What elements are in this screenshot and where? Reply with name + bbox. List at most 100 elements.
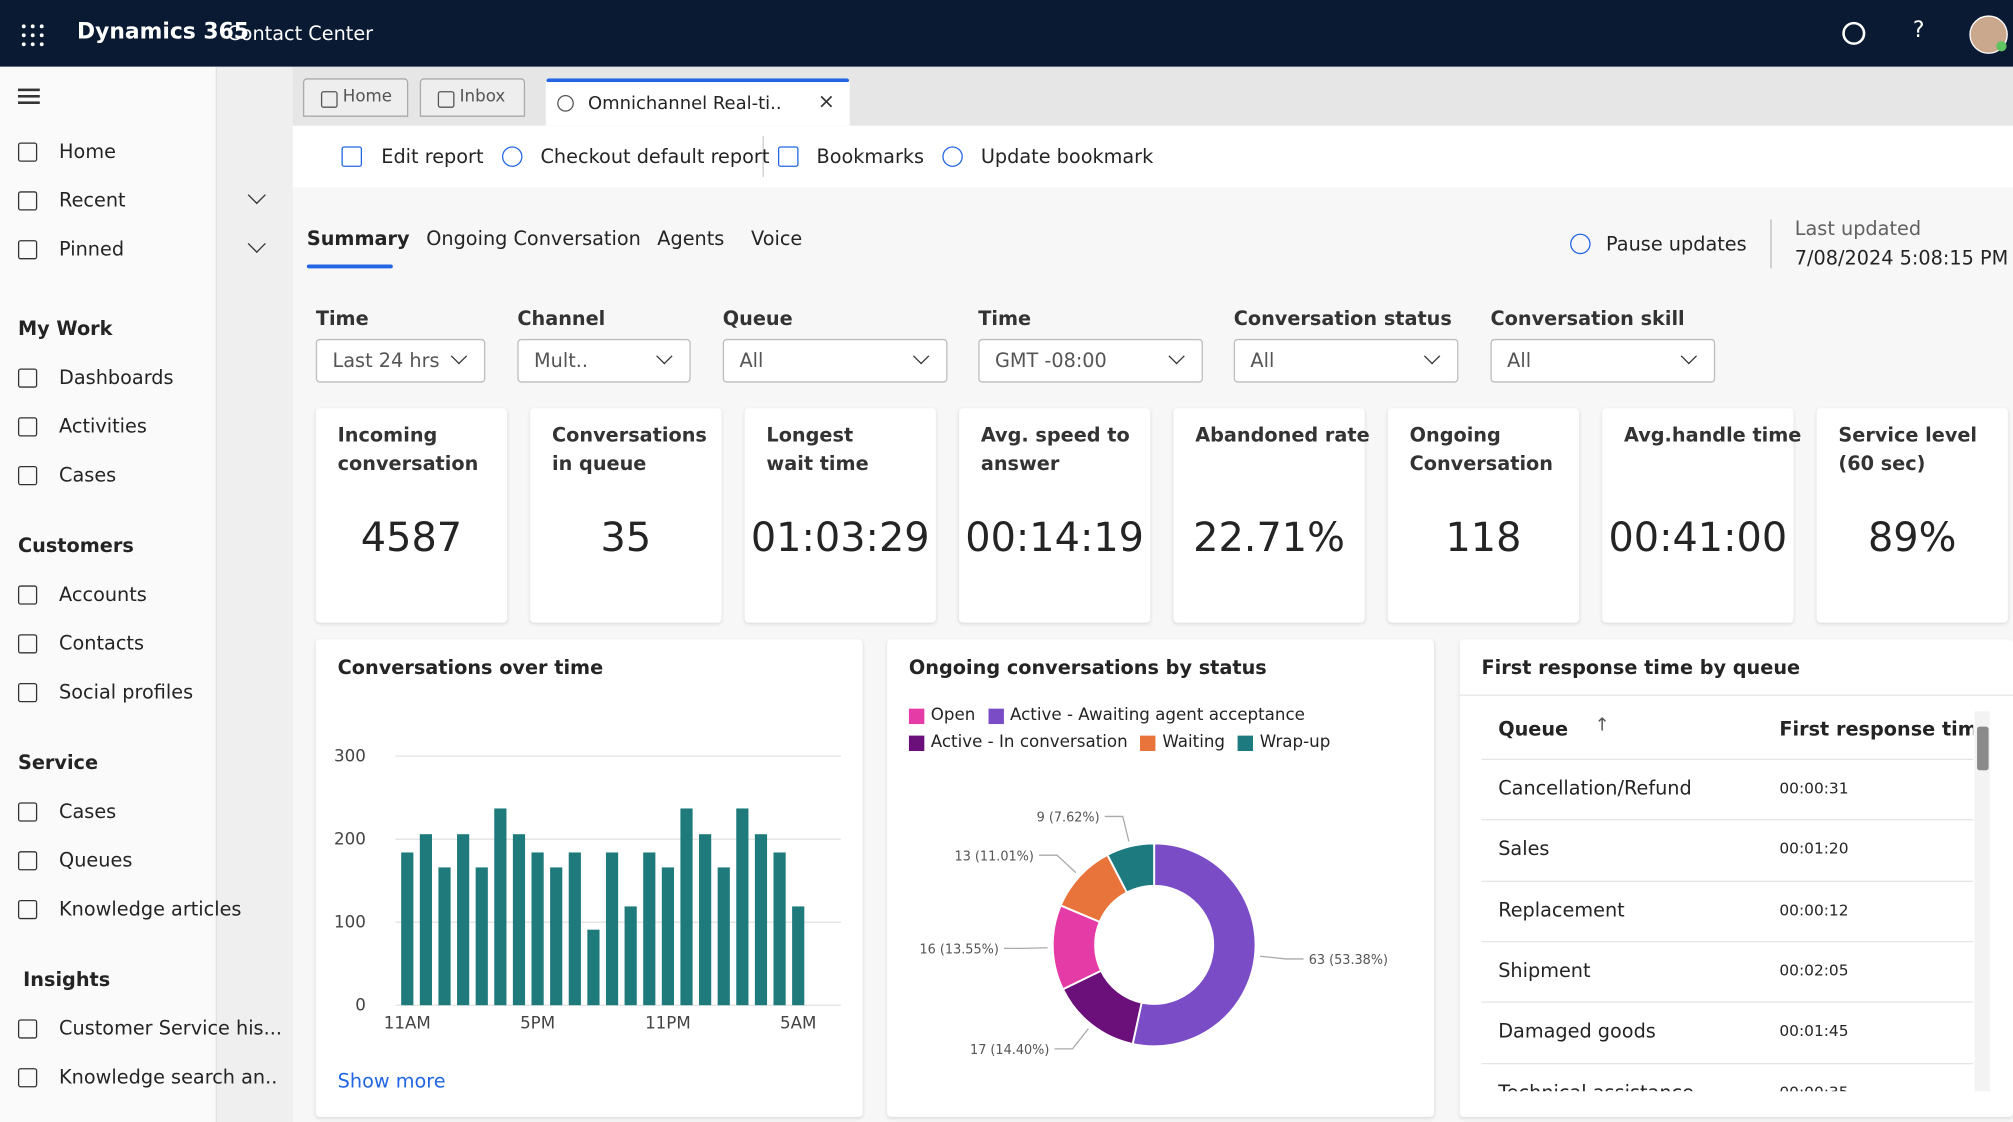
- show-more-link[interactable]: Show more: [337, 1069, 446, 1093]
- nav-item[interactable]: Cases: [59, 799, 117, 823]
- kpi-title: Avg. speed to: [980, 423, 1130, 447]
- waffle-dot[interactable]: [21, 24, 26, 29]
- cell: Cancellation/Refund: [1498, 776, 1692, 800]
- kpi-title: (60 sec): [1838, 451, 1926, 476]
- filter-label: Conversation skill: [1490, 306, 1685, 330]
- kpi-title: in queue: [552, 451, 647, 476]
- close-icon[interactable]: ×: [817, 88, 835, 113]
- sidebar-gutter: [216, 66, 293, 1122]
- waffle-dot[interactable]: [21, 42, 26, 47]
- row-divider: [1481, 758, 1974, 761]
- tab-icon: [437, 91, 455, 108]
- kpi-title: Service level: [1838, 423, 1978, 447]
- kpi-card: Longest wait time 01:03:29: [744, 408, 936, 623]
- kpi-card: Incoming conversation 4587: [315, 408, 508, 623]
- settings-icon[interactable]: [1842, 21, 1866, 45]
- tab-underline: [306, 264, 393, 269]
- toolbar-button[interactable]: Update bookmark: [980, 145, 1154, 169]
- cell: 00:00:31: [1779, 779, 1849, 798]
- column-header[interactable]: First response time: [1779, 717, 1974, 741]
- kpi-title: conversation: [337, 451, 479, 476]
- nav-icon: [17, 240, 38, 260]
- report-tab[interactable]: Voice: [751, 227, 803, 251]
- last-updated-label: Last updated: [1794, 216, 1922, 241]
- kpi-title: Avg.handle time: [1624, 423, 1802, 447]
- nav-item[interactable]: Customer Service his...: [59, 1016, 282, 1040]
- nav-icon: [17, 191, 38, 211]
- filter-value: All: [1250, 349, 1275, 373]
- nav-item[interactable]: Home: [59, 139, 116, 164]
- nav-item[interactable]: Knowledge search an..: [59, 1065, 278, 1089]
- nav-item[interactable]: Contacts: [59, 631, 145, 655]
- session-tab[interactable]: Home: [302, 78, 409, 117]
- kpi-card: Avg. speed to answer 00:14:19: [958, 408, 1151, 623]
- nav-item[interactable]: Recent: [59, 188, 126, 212]
- legend-item: Active - In conversation: [908, 733, 1128, 753]
- toolbar-button[interactable]: Edit report: [381, 145, 484, 169]
- waffle-dot[interactable]: [39, 42, 44, 47]
- cell: Shipment: [1498, 958, 1591, 982]
- nav-icon: [17, 585, 38, 605]
- nav-item[interactable]: Pinned: [59, 237, 125, 261]
- waffle-dot[interactable]: [30, 33, 35, 38]
- filter-dropdown[interactable]: Mult..: [517, 338, 691, 383]
- report-tab[interactable]: Summary: [306, 227, 410, 251]
- kpi-value: 35: [600, 514, 652, 562]
- scrollbar-thumb[interactable]: [1977, 726, 1989, 771]
- chart-card: Conversations over time Show more: [315, 639, 863, 1117]
- filter-dropdown[interactable]: All: [1233, 338, 1459, 383]
- filter-dropdown[interactable]: All: [1490, 338, 1716, 383]
- menu-icon[interactable]: [17, 88, 40, 92]
- nav-icon: [17, 634, 38, 654]
- nav-item[interactable]: Queues: [59, 848, 133, 872]
- waffle-dot[interactable]: [21, 33, 26, 38]
- waffle-dot[interactable]: [30, 24, 35, 29]
- session-tab-active[interactable]: Omnichannel Real-ti.. ×: [545, 78, 850, 126]
- toolbar-button[interactable]: Checkout default report: [540, 145, 770, 169]
- filter-dropdown[interactable]: Last 24 hrs: [315, 338, 486, 383]
- waffle-dot[interactable]: [39, 33, 44, 38]
- report-tab[interactable]: Agents: [657, 227, 725, 251]
- column-header[interactable]: Queue: [1498, 717, 1569, 741]
- nav-item[interactable]: Knowledge articles: [59, 897, 242, 921]
- pause-button[interactable]: Pause updates: [1606, 232, 1747, 256]
- help-icon[interactable]: ?: [1912, 17, 1925, 44]
- top-bar: [0, 0, 2013, 67]
- tab-label: Home: [342, 87, 393, 107]
- nav-item[interactable]: Activities: [59, 414, 147, 438]
- filter-label: Time: [315, 306, 369, 330]
- legend-swatch: [1237, 734, 1254, 751]
- chevron: [1423, 348, 1441, 365]
- presence: [1996, 41, 2007, 52]
- kpi-value: 4587: [360, 514, 463, 562]
- waffle-dot[interactable]: [30, 42, 35, 47]
- nav-item[interactable]: Social profiles: [59, 680, 194, 704]
- legend-item: Waiting: [1140, 733, 1225, 752]
- chart-title: Ongoing conversations by status: [908, 656, 1267, 680]
- filter-dropdown[interactable]: GMT -08:00: [978, 338, 1203, 383]
- cell: Damaged goods: [1498, 1019, 1656, 1043]
- nav-item[interactable]: Accounts: [59, 582, 147, 606]
- kpi-card: Conversations in queue 35: [530, 408, 722, 623]
- row-divider: [1481, 880, 1974, 882]
- kpi-title: Conversations: [552, 423, 707, 447]
- filter-dropdown[interactable]: All: [722, 338, 948, 383]
- legend-label: Active - In conversation: [930, 733, 1128, 753]
- waffle-dot[interactable]: [39, 24, 44, 29]
- report-tab[interactable]: Ongoing Conversation: [426, 227, 641, 251]
- nav-icon: [17, 899, 38, 920]
- kpi-card: Service level (60 sec) 89%: [1816, 408, 2008, 623]
- toolbar: [292, 125, 2013, 188]
- cell: 00:02:05: [1779, 961, 1849, 980]
- nav-item[interactable]: Dashboards: [59, 365, 174, 389]
- toolbar-icon: [942, 146, 963, 167]
- scrollbar[interactable]: [1974, 711, 1990, 1092]
- legend: Open Active - Awaiting agent acceptance Ac…: [908, 706, 1333, 753]
- nav-item[interactable]: Cases: [59, 463, 117, 487]
- cell: 00:00:35: [1779, 1083, 1848, 1091]
- pause-icon[interactable]: [1570, 233, 1591, 255]
- toolbar-button[interactable]: Bookmarks: [816, 145, 925, 169]
- session-tab[interactable]: Inbox: [419, 78, 526, 117]
- nav-icon: [17, 466, 38, 486]
